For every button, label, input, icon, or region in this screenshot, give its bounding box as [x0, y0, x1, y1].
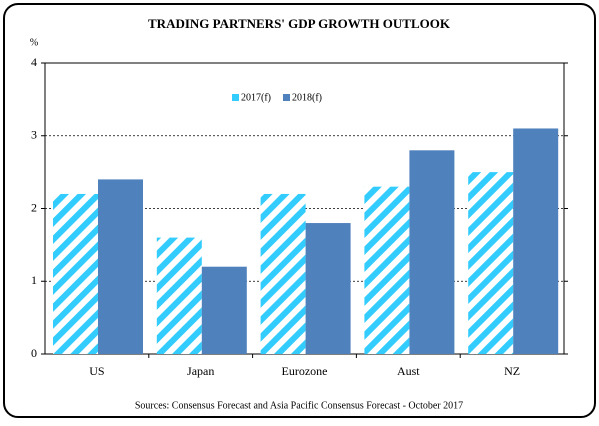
y-tick-label: 4 [31, 55, 37, 69]
bar [98, 179, 143, 354]
chart-title: TRADING PARTNERS' GDP GROWTH OUTLOOK [148, 16, 451, 31]
x-tick-label: Aust [397, 364, 420, 378]
bar [305, 223, 351, 354]
x-tick-label: Eurozone [282, 364, 328, 378]
bar [260, 193, 306, 354]
source: Sources: Consensus Forecast and Asia Pac… [135, 400, 463, 411]
x-tick-label: NZ [504, 364, 520, 378]
y-tick-label: 1 [31, 273, 37, 287]
x-tick-label: US [89, 364, 104, 378]
bar [201, 266, 247, 354]
legend-swatch [283, 94, 290, 101]
y-tick-label: 0 [31, 346, 37, 360]
bar [513, 128, 559, 354]
y-axis-label: % [30, 37, 38, 48]
bar [364, 186, 410, 354]
x-tick-label: Japan [187, 364, 214, 378]
legend-swatch [232, 94, 239, 101]
bar [468, 172, 514, 354]
y-tick-label: 3 [31, 128, 37, 142]
legend-label: 2018(f) [292, 92, 322, 103]
bar [409, 150, 455, 354]
legend-label: 2017(f) [241, 92, 271, 103]
bar [53, 193, 98, 354]
bar [156, 237, 202, 354]
y-tick-label: 2 [31, 200, 37, 214]
